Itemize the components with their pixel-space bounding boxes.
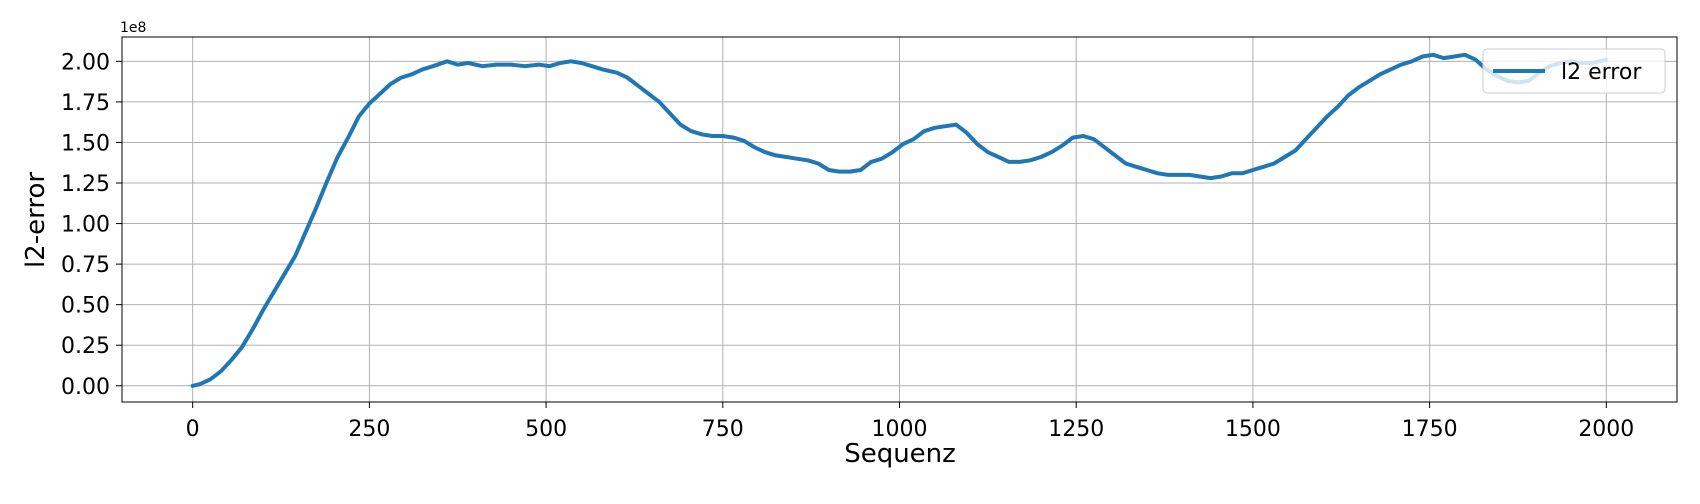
x-tick-label: 750 bbox=[702, 417, 744, 442]
legend: l2 error bbox=[1482, 48, 1666, 94]
x-tick-label: 500 bbox=[525, 417, 567, 442]
y-axis-offset-label: 1e8 bbox=[120, 20, 146, 36]
y-axis-ticks: 0.00 0.25 0.50 0.75 1.00 1.25 1.50 1.75 2.00 bbox=[61, 50, 122, 400]
y-tick-label: 1.50 bbox=[61, 131, 110, 156]
y-tick-label: 0.75 bbox=[61, 253, 110, 278]
x-tick-label: 1500 bbox=[1225, 417, 1281, 442]
series-line-l2-error bbox=[190, 52, 1609, 388]
x-axis-label: Sequenz bbox=[844, 439, 956, 469]
y-axis-label: l2-error bbox=[21, 172, 51, 268]
x-tick-label: 1750 bbox=[1402, 417, 1458, 442]
y-tick-label: 2.00 bbox=[61, 50, 110, 75]
x-tick-label: 250 bbox=[348, 417, 390, 442]
x-tick-label: 0 bbox=[186, 417, 200, 442]
y-tick-label: 0.25 bbox=[61, 334, 110, 359]
legend-box bbox=[1482, 48, 1666, 94]
y-tick-label: 1.25 bbox=[61, 172, 110, 197]
y-tick-label: 1.75 bbox=[61, 91, 110, 116]
grid-lines bbox=[122, 37, 1677, 402]
y-tick-label: 0.50 bbox=[61, 294, 110, 319]
y-tick-label: 1.00 bbox=[61, 213, 110, 238]
x-tick-label: 1000 bbox=[872, 417, 928, 442]
series-layer bbox=[190, 52, 1609, 388]
y-tick-label: 0.00 bbox=[61, 375, 110, 400]
legend-label: l2 error bbox=[1561, 60, 1642, 85]
x-axis-ticks: 0 250 500 750 1000 1250 1500 1750 2000 bbox=[186, 402, 1634, 442]
x-tick-label: 1250 bbox=[1048, 417, 1104, 442]
x-tick-label: 2000 bbox=[1578, 417, 1634, 442]
